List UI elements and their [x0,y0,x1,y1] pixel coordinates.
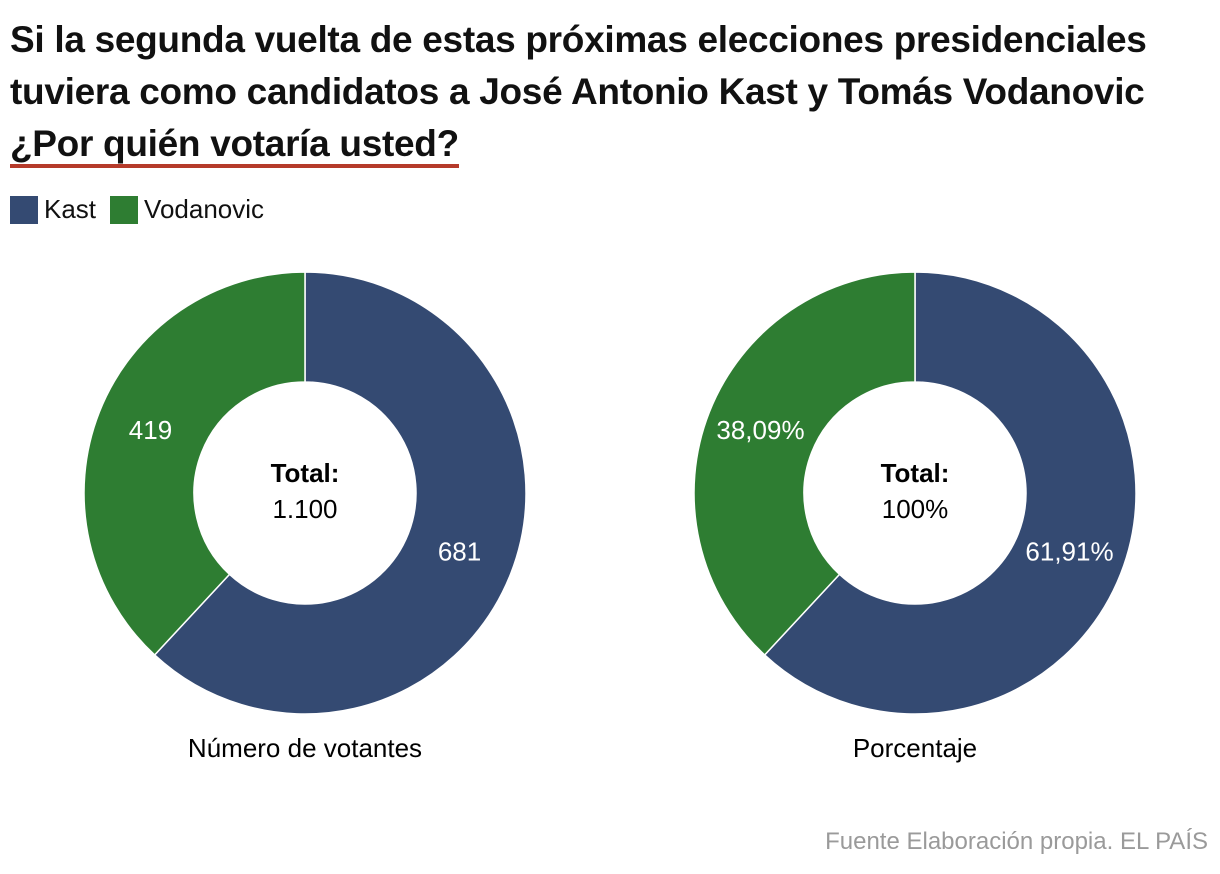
title-emphasis: ¿Por quién votaría usted? [10,123,459,168]
center-text: Total: [271,458,340,488]
chart-label: Número de votantes [188,733,422,763]
center-text: 100% [882,494,949,524]
center-text: 1.100 [272,494,337,524]
slice [153,271,527,715]
title: Si la segunda vuelta de estas próximas e… [10,14,1215,170]
chart-label: Porcentaje [853,733,977,763]
title-text: Si la segunda vuelta de estas próximas e… [10,19,1147,112]
slice [83,271,306,657]
legend-item: Vodanovic [110,194,264,225]
slice [763,271,1137,715]
legend-item: Kast [10,194,96,225]
legend: Kast Vodanovic [10,194,264,225]
source: Fuente Elaboración propia. EL PAÍS [825,828,1208,855]
legend-label: Vodanovic [144,194,265,224]
center-text: Total: [881,458,950,488]
value-label: 38,09% [716,415,804,445]
legend-label: Kast [44,194,97,224]
value-label: 419 [129,415,172,445]
value-label: 681 [438,537,481,567]
value-label: 61,91% [1025,537,1113,567]
legend-swatch [110,195,139,224]
slice [693,271,916,657]
legend-swatch [10,195,38,224]
